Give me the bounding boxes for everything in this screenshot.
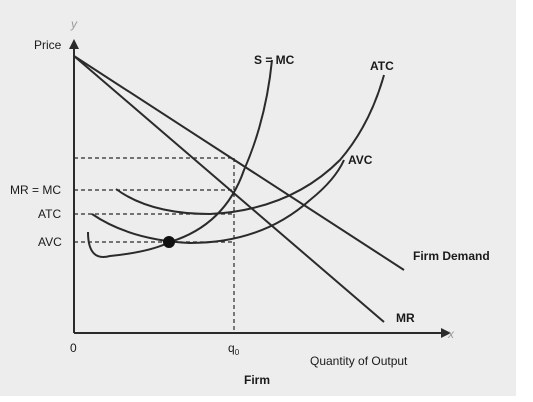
price-label-atc: ATC [38,207,61,221]
equilibrium-point [163,236,175,248]
supply-mc-label: S = MC [254,53,295,67]
atc-curve-label: ATC [370,59,394,73]
atc-curve [115,74,385,216]
avc-curve-label: AVC [348,153,373,167]
supply-mc-curve [87,59,273,258]
origin-label: 0 [70,341,77,355]
mr-curve-label: MR [396,311,415,325]
q0-label: q0 [228,341,240,357]
avc-curve [91,159,345,245]
price-label-avc: AVC [38,235,62,249]
diagram-caption: Firm [244,373,270,387]
firm-demand-label: Firm Demand [413,249,490,263]
y-axis-label: Price [34,38,62,52]
x-axis-label: Quantity of Output [310,354,408,368]
y-axis-letter: y [70,17,78,31]
firm-demand-curve [73,55,405,271]
x-axis-letter: x [447,327,455,341]
q0-subscript: 0 [235,348,240,357]
mr-curve [73,55,385,323]
price-label-mr-mc: MR = MC [10,183,61,197]
